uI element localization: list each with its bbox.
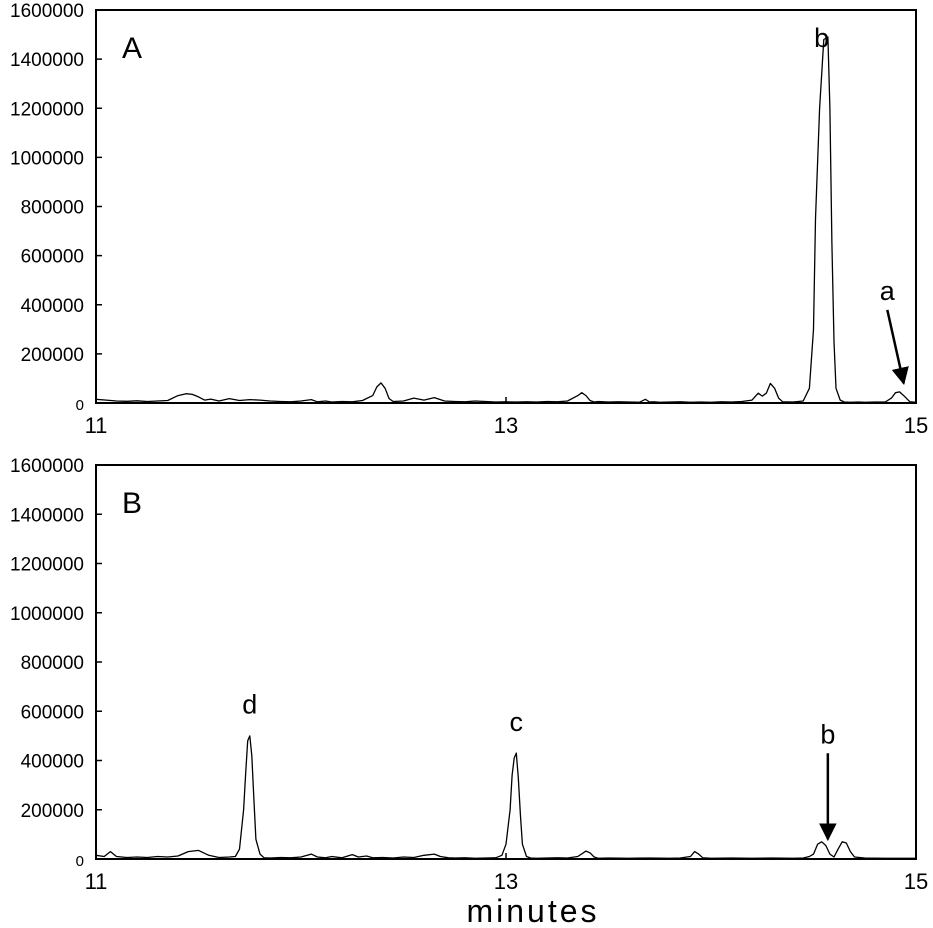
y-tick-label: 600000 — [21, 247, 84, 268]
x-tick-label: 11 — [85, 869, 108, 894]
y-tick-label: 400000 — [21, 296, 84, 317]
y-tick-label: 400000 — [21, 752, 84, 773]
x-tick-label: 13 — [494, 413, 518, 438]
y-tick-label: 1000000 — [10, 148, 84, 169]
x-tick-label: 13 — [494, 869, 518, 894]
x-tick-label: 11 — [85, 413, 108, 438]
y-tick-label: 1200000 — [10, 99, 84, 120]
y-tick-label: 0 — [76, 397, 84, 414]
y-tick-label: 200000 — [21, 345, 84, 366]
y-tick-label: 800000 — [21, 198, 84, 219]
plot-frame — [95, 9, 917, 404]
x-tick-label: 15 — [904, 869, 928, 894]
chromatogram-trace — [95, 735, 916, 859]
peak-label-c: c — [510, 707, 524, 737]
y-tick-label: 200000 — [21, 801, 84, 822]
peak-arrow — [886, 309, 909, 386]
y-tick-label: 1600000 — [10, 1, 84, 22]
panel-label: B — [122, 487, 142, 520]
peak-label-b: b — [814, 23, 829, 53]
peak-label-a: a — [880, 276, 896, 306]
y-tick-label: 1400000 — [10, 50, 84, 71]
peak-label-b: b — [820, 719, 835, 749]
panel-b: 0 200000 400000 600000 800000 1000000 1200000 1… — [10, 456, 928, 894]
y-tick-label: 0 — [76, 853, 84, 870]
y-tick-label: 1000000 — [10, 604, 84, 625]
y-tick-label: 800000 — [21, 653, 84, 674]
y-tick-label: 1400000 — [10, 505, 84, 526]
plot-frame — [95, 464, 917, 860]
y-tick-label: 1600000 — [10, 456, 84, 477]
chromatogram-trace — [95, 36, 917, 403]
panel-a: 0 200000 400000 600000 800000 1000000 1200000 1… — [10, 1, 928, 438]
x-tick-label: 15 — [904, 413, 928, 438]
y-tick-label: 600000 — [21, 702, 84, 723]
y-tick-label: 1200000 — [10, 555, 84, 576]
panel-label: A — [122, 32, 142, 65]
peak-label-d: d — [242, 690, 257, 720]
x-axis-title: minutes — [466, 893, 599, 928]
